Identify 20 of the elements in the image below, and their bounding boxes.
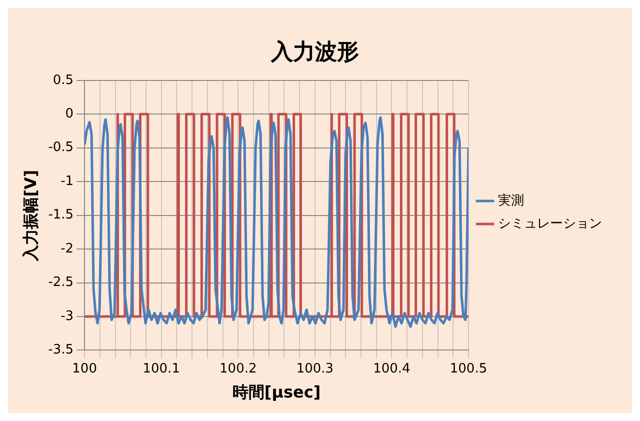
y-axis-title: 入力振幅[V]	[20, 170, 40, 262]
chart-title: 入力波形	[270, 40, 359, 65]
y-tick-label: -2.5	[48, 275, 74, 290]
x-tick-label: 100.5	[450, 361, 488, 376]
x-tick-label: 100.1	[142, 361, 180, 376]
y-tick-label: 0.5	[52, 72, 74, 88]
y-tick-label: 0	[65, 106, 74, 122]
x-tick-label: 100.2	[220, 361, 257, 376]
legend-label: シミュレーション	[498, 216, 602, 232]
legend-label: 実測	[498, 192, 524, 208]
y-tick-label: -3.5	[48, 342, 74, 358]
y-tick-label: -1	[60, 174, 74, 189]
y-tick-label: -0.5	[48, 140, 74, 156]
x-tick-label: 100.3	[296, 361, 334, 376]
y-tick-label: -2	[60, 241, 74, 256]
x-tick-label: 100	[72, 361, 97, 376]
y-tick-label: -1.5	[48, 208, 74, 223]
x-axis-title: 時間[μsec]	[232, 382, 321, 402]
y-tick-label: -3	[60, 308, 74, 324]
x-tick-label: 100.4	[373, 361, 410, 376]
